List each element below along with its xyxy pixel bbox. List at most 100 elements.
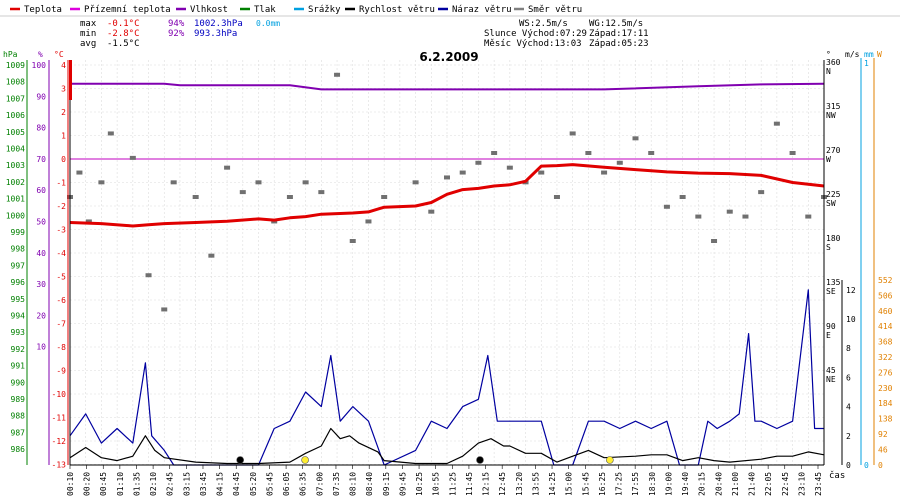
dir-tick-name: W — [826, 155, 831, 164]
chart-title: 6.2.2009 — [419, 50, 478, 64]
wind-direction-point — [789, 151, 796, 155]
stat-min-label: min — [80, 29, 96, 39]
ms-tick-label: 4 — [846, 403, 851, 412]
wind-direction-point — [334, 72, 341, 77]
x-tick-label: 07:00 — [315, 472, 324, 496]
c-tick-label: -3 — [56, 226, 66, 235]
mm-unit: mm — [864, 50, 874, 59]
x-tick-label: 00:45 — [99, 472, 108, 496]
hpa-tick-label: 1000 — [6, 211, 25, 220]
dir-tick-name: NE — [826, 375, 836, 384]
x-tick-label: 03:15 — [182, 472, 191, 496]
c-tick-label: -10 — [52, 390, 67, 399]
deg-unit: ° — [826, 50, 831, 59]
c-tick-label: -12 — [52, 437, 67, 446]
hpa-tick-label: 1003 — [6, 161, 25, 170]
x-tick-label: 07:35 — [332, 472, 341, 496]
wind-direction-point — [145, 273, 152, 278]
dir-tick-deg: 180 — [826, 234, 841, 243]
wind-direction-point — [224, 165, 231, 170]
wind-direction-point — [805, 214, 812, 219]
stat-avg-label: avg — [80, 39, 96, 49]
c-tick-label: -2 — [56, 202, 66, 211]
c-tick-label: 2 — [61, 108, 66, 117]
c-tick-label: 4 — [61, 61, 66, 70]
dir-tick-deg: 270 — [826, 146, 841, 155]
dir-tick-deg: 45 — [826, 366, 836, 375]
wind-direction-point — [161, 307, 168, 312]
stat-max-press: 1002.3hPa — [194, 19, 243, 29]
stat-max-hum: 94% — [168, 19, 185, 29]
ms-unit: m/s — [845, 50, 860, 59]
w-tick-label: 368 — [878, 338, 893, 347]
x-tick-label: 12:15 — [482, 472, 491, 496]
x-tick-label: 02:45 — [166, 472, 175, 496]
hpa-tick-label: 990 — [11, 378, 26, 387]
series-line-teplota — [69, 163, 825, 228]
stat-max-label: max — [80, 19, 97, 29]
x-tick-label: 11:25 — [448, 472, 457, 496]
wind-direction-point — [506, 165, 513, 170]
mm-zero-label: 0 — [864, 461, 869, 470]
wind-direction-point — [302, 180, 309, 185]
x-tick-label: 11:45 — [465, 472, 474, 496]
wind-direction-point — [98, 180, 105, 185]
wind-direction-point — [726, 209, 733, 214]
stat-max-rain: 0.0mm — [256, 19, 280, 28]
x-tick-label: 08:40 — [365, 472, 374, 496]
ms-tick-label: 2 — [846, 432, 851, 441]
wind-direction-point — [318, 190, 325, 195]
hpa-tick-label: 997 — [11, 261, 26, 270]
sun-set-info: Západ:17:11 — [589, 29, 649, 39]
x-tick-label: 09:15 — [382, 472, 391, 496]
wind-direction-point — [601, 170, 608, 175]
pct-tick-label: 80 — [36, 124, 46, 133]
pct-tick-label: 50 — [36, 218, 46, 227]
wind-direction-point — [585, 151, 592, 155]
wind-direction-point — [76, 170, 83, 175]
x-tick-label: 10:25 — [415, 472, 424, 496]
c-tick-label: -7 — [56, 320, 66, 329]
wind-direction-point — [129, 155, 136, 160]
legend-label: Srážky — [308, 5, 341, 15]
wind-direction-point — [444, 175, 450, 180]
wind-direction-point — [553, 195, 560, 199]
x-tick-label: 13:55 — [531, 472, 540, 496]
x-tick-label: 20:15 — [698, 472, 707, 496]
x-tick-label: 16:25 — [598, 472, 607, 496]
pct-tick-label: 100 — [32, 61, 47, 70]
stat-min-hum: 92% — [168, 29, 185, 39]
wind-direction-point — [286, 195, 293, 199]
x-tick-label: 03:45 — [199, 472, 208, 496]
ms-tick-label: 6 — [846, 373, 851, 382]
wind-direction-point — [538, 170, 545, 175]
c-tick-label: -13 — [52, 461, 67, 470]
wind-direction-point — [192, 195, 199, 199]
c-tick-label: 3 — [61, 85, 66, 94]
dir-tick-deg: 90 — [826, 322, 836, 331]
pct-tick-label: 60 — [36, 186, 46, 195]
event-marker-moon-set — [236, 456, 244, 464]
x-tick-label: 00:20 — [83, 472, 92, 496]
w-tick-label: 506 — [878, 291, 893, 300]
ms-tick-label: 0 — [846, 461, 851, 470]
x-tick-label: 10:55 — [432, 472, 441, 496]
x-tick-label: 08:10 — [349, 472, 358, 496]
hpa-tick-label: 999 — [11, 228, 26, 237]
series-line-vlhkost — [70, 82, 825, 91]
pct-tick-label: 40 — [36, 249, 46, 258]
c-tick-label: -8 — [56, 343, 66, 352]
x-tick-label: 22:45 — [781, 472, 790, 496]
hpa-tick-label: 987 — [11, 428, 26, 437]
c-tick-label: -5 — [56, 273, 66, 282]
stat-avg-temp: -1.5°C — [107, 39, 140, 49]
x-tick-label: 01:10 — [116, 472, 125, 496]
hpa-tick-label: 991 — [11, 362, 26, 371]
sun-rise-info: Slunce Východ:07:29 — [484, 29, 587, 39]
x-tick-label: 19:40 — [681, 472, 690, 496]
event-marker-sun-set — [606, 456, 614, 464]
w-tick-label: 414 — [878, 322, 893, 331]
hpa-tick-label: 992 — [11, 345, 26, 354]
dir-tick-name: SE — [826, 287, 836, 296]
x-tick-label: 15:45 — [581, 472, 590, 496]
